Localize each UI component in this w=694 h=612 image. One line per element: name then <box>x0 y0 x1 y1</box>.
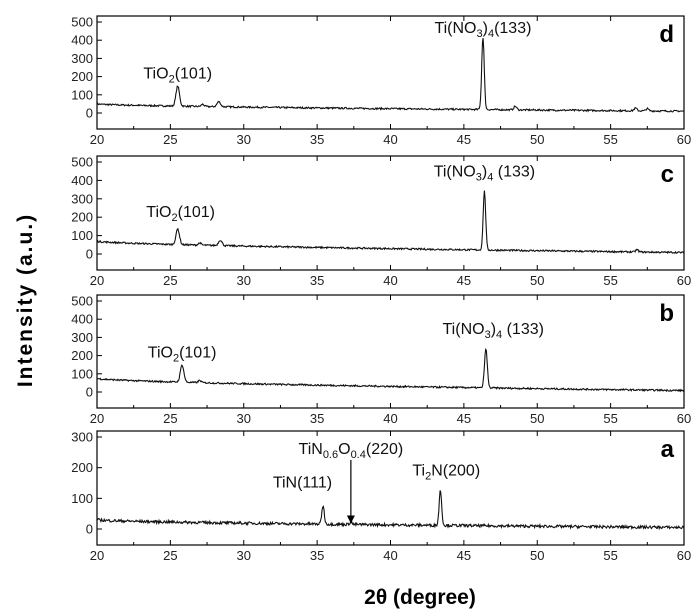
x-tick-label: 45 <box>457 132 471 147</box>
panel-letter: d <box>659 21 674 48</box>
y-tick-label: 0 <box>86 106 93 121</box>
panel-d: 20 25 30 35 40 45 50 55 60 0 100 200 300 400 500 d TiO2(… <box>71 15 691 148</box>
panel-letter: a <box>661 436 675 463</box>
x-tick-label: 60 <box>677 273 691 288</box>
y-axis-title: Intensity (a.u.) <box>14 213 37 387</box>
y-tick-label: 400 <box>71 312 93 327</box>
x-tick-label: 20 <box>90 273 104 288</box>
x-tick-label: 35 <box>310 548 324 563</box>
peak-annotation: TiN0.6O0.4(220) <box>299 441 404 461</box>
x-tick-label: 20 <box>90 132 104 147</box>
peak-annotation: Ti(NO3)4 (133) <box>443 321 544 341</box>
x-tick-label: 40 <box>383 273 397 288</box>
x-tick-label: 60 <box>677 132 691 147</box>
x-tick-label: 40 <box>383 548 397 563</box>
panel-letter: c <box>661 161 674 188</box>
peak-annotation: TiN(111) <box>273 475 332 492</box>
x-tick-label: 25 <box>163 548 177 563</box>
y-tick-label: 200 <box>71 348 93 363</box>
y-tick-label: 300 <box>71 191 93 206</box>
y-tick-label: 200 <box>71 69 93 84</box>
arrow-head <box>346 515 355 524</box>
y-tick-label: 300 <box>71 330 93 345</box>
peak-annotation: Ti2N(200) <box>412 462 480 482</box>
x-tick-label: 40 <box>383 411 397 426</box>
peak-annotation: TiO2(101) <box>146 204 215 224</box>
x-tick-label: 50 <box>530 273 544 288</box>
y-tick-label: 0 <box>86 522 93 537</box>
x-tick-label: 30 <box>237 132 251 147</box>
x-tick-label: 60 <box>677 548 691 563</box>
panel-c: 20 25 30 35 40 45 50 55 60 0 100 200 300 400 500 c TiO2(… <box>71 155 691 289</box>
panel-letter: b <box>659 300 674 327</box>
y-tick-label: 400 <box>71 173 93 188</box>
x-tick-label: 30 <box>237 411 251 426</box>
x-tick-label: 25 <box>163 273 177 288</box>
x-tick-label: 40 <box>383 132 397 147</box>
x-tick-label: 55 <box>603 411 617 426</box>
y-tick-label: 300 <box>71 430 93 445</box>
x-tick-label: 55 <box>603 132 617 147</box>
xrd-trace <box>96 490 685 531</box>
y-tick-label: 0 <box>86 385 93 400</box>
x-tick-label: 35 <box>310 273 324 288</box>
xrd-trace <box>96 38 685 113</box>
x-tick-label: 35 <box>310 132 324 147</box>
y-tick-label: 500 <box>71 15 93 30</box>
x-tick-label: 50 <box>530 548 544 563</box>
x-tick-label: 60 <box>677 411 691 426</box>
xrd-trace <box>96 347 685 393</box>
peak-annotation: TiO2(101) <box>143 65 212 85</box>
peak-annotation: TiO2(101) <box>148 344 217 364</box>
y-tick-label: 100 <box>71 87 93 102</box>
panel-a: 20 25 30 35 40 45 50 55 60 0 100 200 300 a TiN(111) TiN… <box>71 430 691 564</box>
x-tick-label: 50 <box>530 132 544 147</box>
y-tick-label: 300 <box>71 51 93 66</box>
x-tick-label: 45 <box>457 411 471 426</box>
x-tick-label: 55 <box>603 548 617 563</box>
x-tick-label: 25 <box>163 411 177 426</box>
x-tick-label: 50 <box>530 411 544 426</box>
panel-b: 20 25 30 35 40 45 50 55 60 0 100 200 300 400 500 b TiO2(… <box>71 294 691 427</box>
x-tick-label: 35 <box>310 411 324 426</box>
x-tick-label: 25 <box>163 132 177 147</box>
xrd-trace <box>96 190 685 255</box>
y-tick-label: 0 <box>86 247 93 262</box>
x-axis-title: 2θ (degree) <box>364 586 476 609</box>
y-tick-label: 100 <box>71 491 93 506</box>
x-tick-label: 20 <box>90 548 104 563</box>
y-tick-label: 200 <box>71 210 93 225</box>
peak-annotation: Ti(NO3)4 (133) <box>434 164 535 184</box>
y-tick-label: 500 <box>71 294 93 309</box>
x-tick-label: 55 <box>603 273 617 288</box>
y-tick-label: 500 <box>71 155 93 170</box>
y-tick-label: 100 <box>71 228 93 243</box>
x-tick-label: 45 <box>457 548 471 563</box>
x-tick-label: 30 <box>237 273 251 288</box>
x-tick-label: 20 <box>90 411 104 426</box>
y-tick-label: 100 <box>71 366 93 381</box>
y-tick-label: 400 <box>71 33 93 48</box>
y-tick-label: 200 <box>71 460 93 475</box>
x-tick-label: 30 <box>237 548 251 563</box>
x-tick-label: 45 <box>457 273 471 288</box>
peak-annotation: Ti(NO3)4(133) <box>434 20 531 40</box>
